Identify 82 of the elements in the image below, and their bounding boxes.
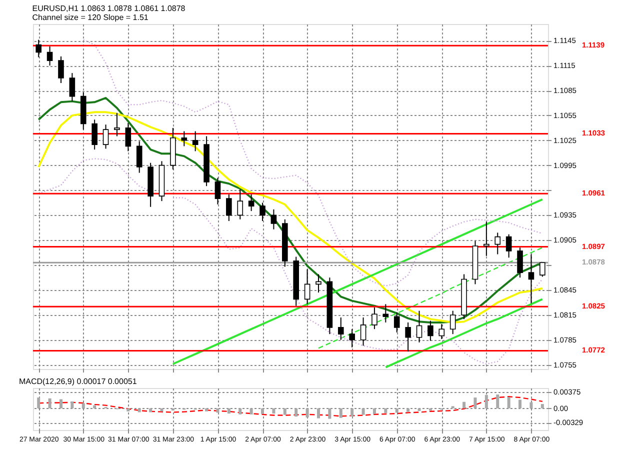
candlestick: [192, 130, 198, 152]
chart-title: EURUSD,H1 1.0863 1.0878 1.0861 1.0878: [32, 4, 186, 13]
candlestick: [372, 306, 378, 330]
candlestick: [304, 268, 310, 305]
bar: [126, 408, 130, 412]
candlestick: [405, 322, 411, 352]
line-series: [384, 298, 544, 368]
bar: [160, 408, 164, 412]
bar: [339, 408, 342, 418]
bar: [418, 408, 421, 411]
candlestick: [114, 112, 120, 137]
candlestick: [181, 130, 188, 147]
bar: [350, 408, 354, 417]
candlestick: [270, 208, 277, 230]
candlestick: [214, 177, 221, 205]
candlestick: [125, 122, 132, 152]
bar: [530, 402, 533, 408]
bar: [507, 397, 510, 408]
candlestick: [316, 274, 322, 294]
candlestick: [248, 194, 254, 212]
bar: [294, 408, 298, 417]
bar: [37, 398, 40, 408]
bar: [283, 408, 286, 415]
bar: [496, 394, 500, 408]
candlestick: [349, 328, 355, 348]
bar: [48, 398, 52, 408]
candlestick: [484, 221, 490, 256]
line-series: [172, 198, 544, 366]
line-series: [82, 39, 543, 286]
candlestick: [506, 234, 512, 258]
candlestick: [517, 247, 523, 278]
candlestick: [36, 39, 42, 58]
bar: [518, 400, 522, 408]
candlestick: [58, 56, 64, 84]
bar: [462, 402, 466, 408]
bar: [316, 408, 320, 418]
candlestick: [136, 140, 142, 174]
candlestick: [226, 194, 232, 222]
bar: [384, 408, 388, 414]
bar: [395, 408, 398, 413]
candlestick: [382, 304, 389, 323]
line-series: [38, 396, 543, 417]
candlestick: [438, 324, 445, 340]
candlestick: [102, 124, 109, 150]
candlestick: [450, 310, 456, 335]
bar: [484, 394, 488, 408]
candlestick: [237, 188, 244, 220]
chart-title: MACD(12,26,9) 0.00017 0.00051: [18, 377, 138, 386]
candlestick: [260, 202, 266, 222]
bar: [82, 403, 85, 408]
candlestick: [416, 310, 422, 343]
bar: [372, 408, 376, 414]
candlestick: [428, 320, 434, 342]
bar: [93, 405, 96, 408]
bar: [216, 408, 220, 413]
bar: [238, 408, 242, 414]
bar: [171, 408, 174, 411]
bar: [306, 408, 309, 418]
bar: [272, 408, 276, 414]
chart-subtitle: Channel size = 120 Slope = 1.51: [32, 13, 149, 22]
candlestick: [46, 46, 53, 66]
candlestick: [69, 72, 76, 102]
candlestick: [494, 232, 501, 255]
bar: [428, 408, 432, 411]
bar: [261, 408, 264, 414]
candlestick: [528, 254, 534, 304]
line-series: [318, 247, 543, 349]
candlestick: [338, 316, 344, 340]
bar: [70, 401, 74, 408]
bar: [362, 408, 365, 415]
candlestick: [360, 316, 366, 346]
candlestick: [540, 262, 546, 278]
bar: [540, 404, 544, 408]
bar: [205, 408, 208, 412]
bar: [227, 408, 230, 414]
bar: [328, 408, 332, 419]
candlestick: [92, 119, 98, 150]
bar: [406, 408, 410, 412]
candlestick: [394, 312, 400, 333]
bar: [474, 398, 477, 408]
bar: [250, 408, 253, 414]
bar: [59, 399, 62, 408]
